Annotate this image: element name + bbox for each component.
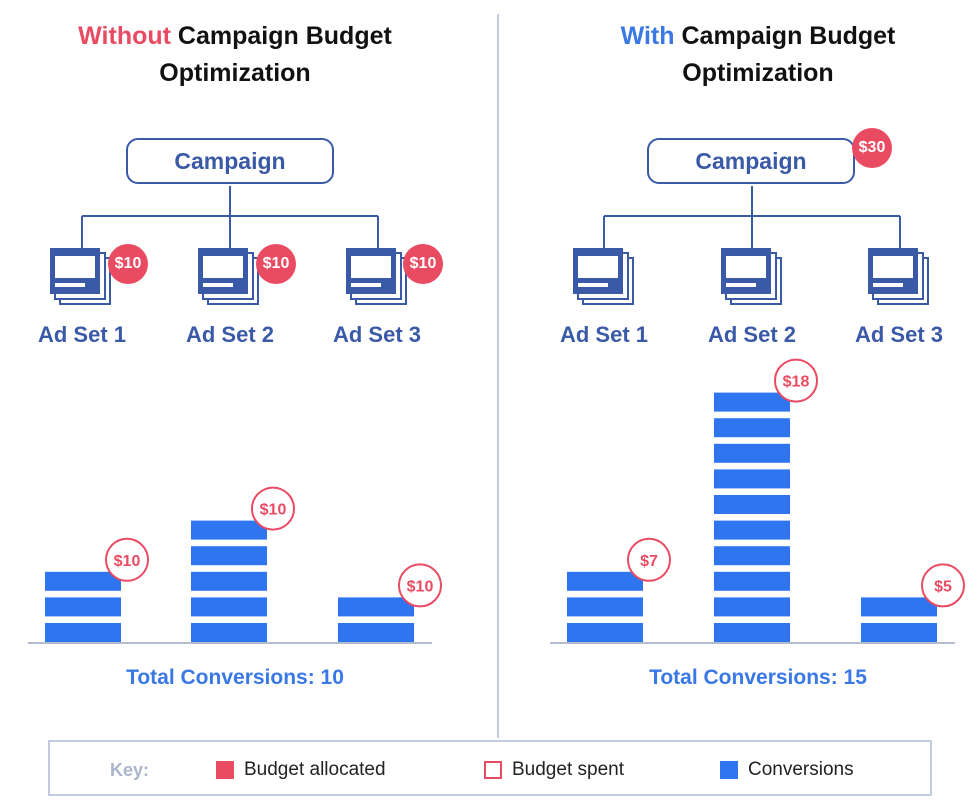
ad-set-2-label: Ad Set 2: [185, 322, 275, 347]
conversions-swatch: [720, 761, 738, 779]
legend-label: Budget allocated: [244, 759, 386, 780]
title-highlight: Without: [78, 22, 171, 50]
bar-3: [861, 597, 937, 642]
conversion-block: [861, 623, 937, 642]
budget-allocated-swatch: [216, 761, 234, 779]
budget-spent-badge: [921, 563, 965, 608]
panel-divider: [497, 14, 499, 738]
conversion-block: [191, 571, 267, 591]
title-line2: Optimization: [682, 59, 834, 87]
conversion-block: [338, 597, 414, 617]
ad-set-2-allocated-badge: $10: [256, 244, 296, 284]
conversion-block: [45, 571, 121, 591]
bar-1: [567, 571, 643, 642]
legend-title: Key:: [110, 760, 150, 780]
budget-spent-badge: [398, 563, 442, 608]
campaign-box: Campaign: [126, 138, 334, 184]
conversion-block: [567, 571, 643, 591]
ad-set-1-label: Ad Set 1: [37, 322, 127, 347]
panel-title: With Campaign Budget Optimization: [523, 18, 980, 92]
budget-spent-label: $10: [114, 553, 141, 570]
conversion-block: [714, 571, 790, 591]
total-conversions: Total Conversions: 15: [649, 666, 867, 689]
budget-spent-label: $18: [783, 374, 810, 391]
title-rest: Campaign Budget: [681, 22, 896, 50]
panel-with-cbo: With Campaign Budget Optimization Campai…: [500, 0, 980, 725]
campaign-box: Campaign: [647, 138, 855, 184]
conversion-block: [861, 597, 937, 617]
budget-spent-label: $7: [640, 553, 658, 570]
conversion-block: [191, 520, 267, 540]
ad-set-2-icon: [721, 248, 782, 305]
bar-3: [338, 597, 414, 642]
conversion-block: [714, 392, 790, 412]
legend-item-budget-allocated: Budget allocated: [216, 759, 386, 781]
legend-item-conversions: Conversions: [720, 759, 854, 781]
budget-spent-badge: [105, 537, 149, 582]
conversion-block: [714, 546, 790, 566]
conversion-block: [714, 418, 790, 438]
budget-spent-label: $5: [934, 578, 952, 595]
budget-spent-badge: [627, 537, 671, 582]
panel-without-cbo: Without Campaign Budget Optimization Cam…: [0, 0, 490, 725]
budget-spent-label: $10: [407, 578, 434, 595]
conversion-block: [191, 546, 267, 566]
conversion-block: [714, 597, 790, 617]
campaign-allocated-badge: $30: [852, 128, 892, 168]
title-highlight: With: [620, 22, 675, 50]
ad-set-3-icon: [346, 248, 407, 305]
ad-set-1-icon: [573, 248, 634, 305]
ad-set-2-label: Ad Set 2: [707, 322, 797, 347]
conversion-block: [714, 495, 790, 514]
campaign-label: Campaign: [695, 147, 807, 174]
ad-set-1-icon: [50, 248, 111, 305]
panel-title: Without Campaign Budget Optimization: [0, 18, 470, 92]
budget-spent-badge: [774, 358, 818, 403]
legend-label: Budget spent: [512, 759, 624, 780]
campaign-label: Campaign: [174, 147, 286, 174]
title-rest: Campaign Budget: [177, 22, 392, 50]
conversion-block: [567, 597, 643, 617]
ad-set-3-label: Ad Set 3: [854, 322, 944, 347]
conversion-block: [45, 597, 121, 617]
bar-1: [45, 571, 121, 642]
title-line2: Optimization: [159, 59, 311, 87]
conversion-block: [714, 623, 790, 642]
budget-spent-badge: [251, 486, 295, 531]
conversion-block: [714, 443, 790, 463]
conversions-chart-without-cbo: $10 $10 $10: [28, 486, 442, 644]
legend-label: Conversions: [748, 759, 854, 780]
ad-set-3-allocated-badge: $10: [403, 244, 443, 284]
budget-spent-label: $10: [260, 502, 287, 519]
ad-set-1-allocated-badge: $10: [108, 244, 148, 284]
bar-2: [714, 392, 790, 642]
conversions-chart-with-cbo: $7 $18 $5: [550, 358, 965, 644]
conversion-block: [338, 623, 414, 642]
campaign-tree-lines: [81, 186, 379, 250]
campaign-tree-lines: [603, 186, 901, 250]
budget-spent-swatch: [484, 761, 502, 779]
total-conversions: Total Conversions: 10: [126, 666, 344, 689]
legend: Key: Budget allocated Budget spent Conve…: [48, 740, 932, 796]
legend-item-budget-spent: Budget spent: [484, 759, 624, 781]
conversion-block: [567, 623, 643, 642]
ad-set-2-icon: [198, 248, 259, 305]
conversion-block: [714, 469, 790, 489]
ad-set-3-icon: [868, 248, 929, 305]
conversion-block: [191, 597, 267, 617]
conversion-block: [191, 623, 267, 642]
ad-set-3-label: Ad Set 3: [332, 322, 422, 347]
conversion-block: [45, 623, 121, 642]
conversion-block: [714, 520, 790, 540]
ad-set-1-label: Ad Set 1: [559, 322, 649, 347]
bar-2: [191, 520, 267, 642]
